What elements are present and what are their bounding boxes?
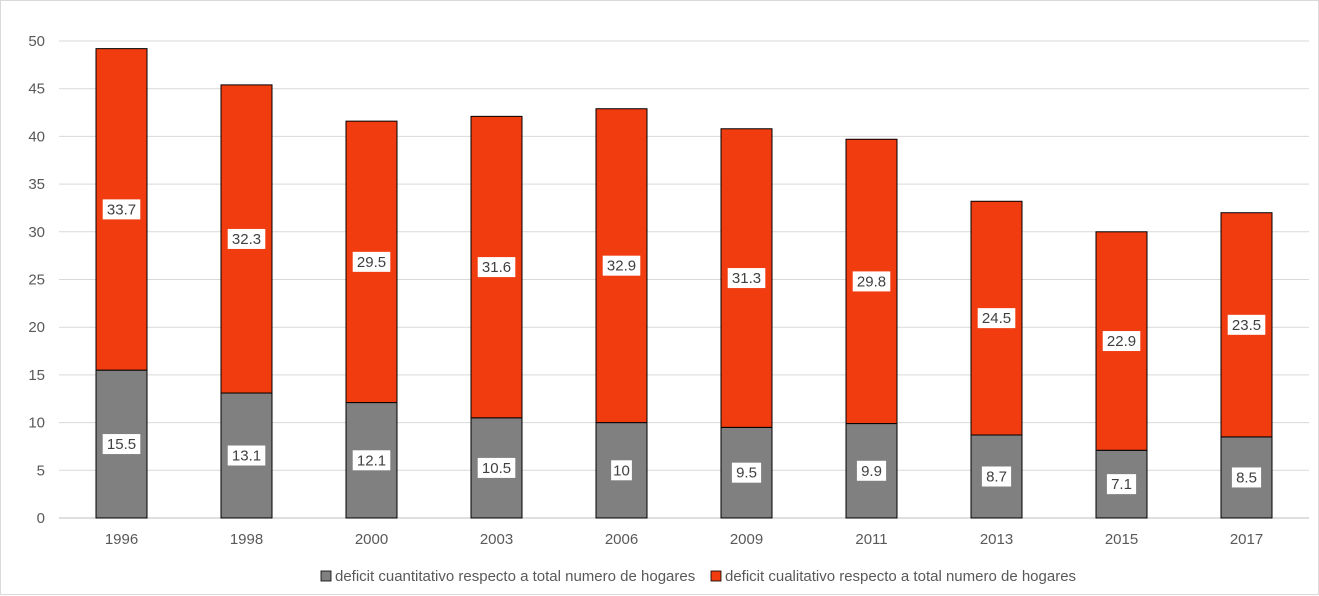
data-label: 10.5 (477, 457, 516, 478)
legend: deficit cuantitativo respecto a total nu… (320, 568, 1076, 585)
data-label-box (602, 255, 641, 276)
data-label-box (352, 450, 391, 471)
data-label: 8.7 (981, 466, 1012, 487)
data-label-value: 32.3 (232, 231, 261, 248)
data-label-value: 8.5 (1236, 469, 1257, 486)
y-tick-label: 30 (28, 224, 45, 241)
data-label-box (731, 462, 762, 483)
x-tick-label: 1996 (105, 531, 138, 548)
x-tick-label: 2000 (355, 531, 388, 548)
data-label-value: 10.5 (482, 460, 511, 477)
data-label: 13.1 (227, 445, 266, 466)
data-label: 24.5 (977, 308, 1016, 329)
data-label-value: 32.9 (607, 258, 636, 275)
data-label: 12.1 (352, 450, 391, 471)
x-tick-label: 2006 (605, 531, 638, 548)
y-tick-label: 5 (37, 462, 45, 479)
y-tick-label: 35 (28, 176, 45, 193)
data-label: 23.5 (1227, 314, 1266, 335)
bars (95, 48, 1273, 519)
x-tick-label: 2009 (730, 531, 763, 548)
data-label: 7.1 (1106, 474, 1137, 495)
data-label-value: 8.7 (986, 469, 1007, 486)
data-label-box (102, 199, 141, 220)
y-tick-label: 20 (28, 319, 45, 336)
y-tick-label: 10 (28, 415, 45, 432)
x-tick-label: 2003 (480, 531, 513, 548)
data-label-value: 24.5 (982, 310, 1011, 327)
data-label-value: 22.9 (1107, 333, 1136, 350)
data-label-value: 29.8 (857, 273, 886, 290)
data-label: 22.9 (1102, 331, 1141, 352)
data-label: 33.7 (102, 199, 141, 220)
data-label: 9.9 (856, 460, 887, 481)
legend-item: deficit cuantitativo respecto a total nu… (320, 568, 695, 585)
legend-swatch (710, 570, 722, 582)
data-label-value: 12.1 (357, 452, 386, 469)
data-label: 32.3 (227, 228, 266, 249)
data-label-value: 33.7 (107, 201, 136, 218)
data-label-value: 31.3 (732, 270, 761, 287)
data-label-value: 15.5 (107, 436, 136, 453)
x-tick-label: 2017 (1230, 531, 1263, 548)
data-label-box (1227, 314, 1266, 335)
data-label-box (227, 445, 266, 466)
data-label-box (981, 466, 1012, 487)
y-tick-label: 50 (28, 33, 45, 50)
data-label: 29.5 (352, 251, 391, 272)
data-label-value: 10 (613, 462, 630, 479)
data-label: 29.8 (852, 271, 891, 292)
y-tick-label: 15 (28, 367, 45, 384)
data-label-box (977, 308, 1016, 329)
y-tick-label: 45 (28, 81, 45, 98)
data-label: 32.9 (602, 255, 641, 276)
data-label: 8.5 (1231, 467, 1262, 488)
y-tick-label: 25 (28, 272, 45, 289)
data-labels: 15.5 33.7 13.1 32.3 12.1 29.5 10.5 31.6 10 32.9 9.… (102, 199, 1266, 495)
data-label: 9.5 (731, 462, 762, 483)
data-label-value: 29.5 (357, 254, 386, 271)
y-tick-label: 0 (37, 510, 45, 527)
y-tick-label: 40 (28, 128, 45, 145)
data-label-box (227, 228, 266, 249)
data-label-value: 9.9 (861, 463, 882, 480)
data-label: 31.3 (727, 268, 766, 289)
x-axis-tick-labels: 1996 1998 2000 2003 2006 2009 2011 2013 2015 2017 (105, 531, 1263, 548)
data-label-box (611, 460, 632, 481)
data-label: 10 (611, 460, 632, 481)
legend-item: deficit cualitativo respecto a total num… (710, 568, 1076, 585)
data-label-value: 31.6 (482, 259, 511, 276)
data-label-box (1231, 467, 1262, 488)
data-label-box (477, 257, 516, 278)
legend-swatch (320, 570, 332, 582)
x-tick-label: 2013 (980, 531, 1013, 548)
data-label-box (852, 271, 891, 292)
data-label-box (352, 251, 391, 272)
data-label-box (1106, 474, 1137, 495)
x-tick-label: 2015 (1105, 531, 1138, 548)
x-tick-label: 1998 (230, 531, 263, 548)
data-label-value: 23.5 (1232, 317, 1261, 334)
y-axis-tick-labels: 0 5 10 15 20 25 30 35 40 45 50 (28, 33, 45, 527)
data-label-box (727, 268, 766, 289)
data-label-value: 9.5 (736, 465, 757, 482)
x-tick-label: 2011 (855, 531, 887, 548)
data-label-value: 7.1 (1111, 476, 1132, 493)
data-label-box (102, 434, 141, 455)
data-label-box (477, 457, 516, 478)
legend-label: deficit cualitativo respecto a total num… (725, 568, 1076, 585)
legend-label: deficit cuantitativo respecto a total nu… (335, 568, 695, 585)
data-label: 31.6 (477, 257, 516, 278)
data-label-box (1102, 331, 1141, 352)
data-label: 15.5 (102, 434, 141, 455)
data-label-box (856, 460, 887, 481)
data-label-value: 13.1 (232, 448, 261, 465)
